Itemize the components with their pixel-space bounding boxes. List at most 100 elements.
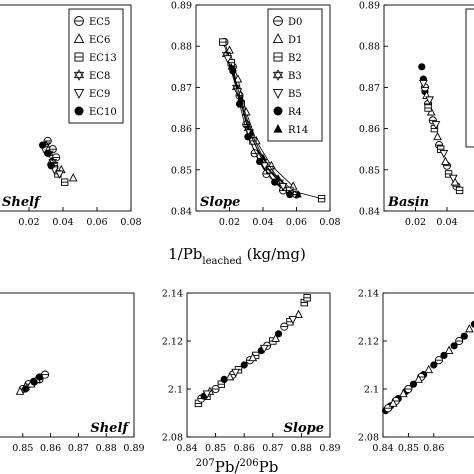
data-point bbox=[430, 361, 438, 369]
series-group-4 bbox=[424, 104, 464, 195]
marker-triangle bbox=[398, 388, 408, 398]
data-point bbox=[450, 342, 458, 350]
marker-star-down bbox=[73, 71, 85, 81]
legend-marker bbox=[74, 106, 84, 116]
data-point bbox=[39, 141, 47, 149]
x-tick-label: 0.02 bbox=[219, 217, 240, 228]
marker-triangle-down bbox=[223, 55, 233, 64]
data-point bbox=[274, 330, 283, 338]
y-tick-label: 0.87 bbox=[171, 83, 192, 94]
data-point bbox=[225, 372, 235, 381]
marker-filled-circle bbox=[430, 361, 438, 369]
y-tick-label: 2.12 bbox=[162, 337, 183, 348]
data-point bbox=[47, 162, 55, 170]
data-point bbox=[211, 384, 220, 394]
x-tick-label: 0.06 bbox=[86, 217, 107, 228]
panel-title: Shelf bbox=[2, 195, 42, 210]
data-point bbox=[455, 186, 464, 195]
marker-triangle-down bbox=[259, 344, 269, 354]
series-R14 bbox=[227, 62, 302, 198]
legend-label: EC9 bbox=[89, 89, 110, 100]
data-point bbox=[470, 320, 474, 328]
marker-triangle bbox=[388, 398, 398, 407]
data-point bbox=[259, 153, 267, 161]
data-point bbox=[219, 38, 227, 46]
data-point bbox=[40, 370, 50, 379]
panel-title: Basin bbox=[387, 195, 429, 210]
legend-label: EC5 bbox=[89, 17, 110, 28]
data-point bbox=[398, 388, 408, 398]
marker-triangle bbox=[73, 33, 85, 44]
marker-filled-circle bbox=[21, 385, 30, 393]
marker-triangle-down bbox=[55, 170, 64, 179]
data-point bbox=[15, 386, 25, 395]
marker-star-down bbox=[272, 71, 284, 81]
x-tick-label: 0.02 bbox=[18, 217, 39, 228]
x-tick-label: 0.87 bbox=[68, 443, 89, 454]
legend-marker bbox=[273, 124, 283, 133]
y-tick-label: 2.08 bbox=[162, 433, 183, 444]
y-tick-label: 0.84 bbox=[359, 207, 380, 218]
x-tick-label: 0.04 bbox=[52, 217, 73, 228]
legend-marker bbox=[74, 52, 84, 62]
data-point bbox=[419, 79, 428, 89]
legend-marker bbox=[273, 106, 283, 116]
data-point bbox=[460, 332, 468, 340]
legend-marker bbox=[74, 16, 84, 26]
data-point bbox=[271, 333, 281, 342]
data-point bbox=[233, 74, 243, 83]
marker-triangle bbox=[441, 156, 450, 165]
x-tick-label: 0.86 bbox=[40, 443, 61, 454]
data-point bbox=[55, 170, 64, 179]
data-point bbox=[227, 62, 235, 70]
x-tick-label: 0.08 bbox=[120, 217, 141, 228]
legend-box bbox=[68, 8, 124, 124]
y-tick-label: 0.85 bbox=[359, 165, 380, 176]
y-tick-label: 2.14 bbox=[162, 289, 183, 300]
x-tick-label: 0.04 bbox=[252, 217, 273, 228]
legend-label: EC10 bbox=[89, 107, 117, 118]
marker-triangle bbox=[414, 374, 423, 383]
x-tick-label: 0.86 bbox=[234, 443, 255, 454]
panel-2: 0.02 0.04 0.06 0.08 0.84 0.85 0.86 0.87 0.88 0.89… bbox=[171, 1, 341, 229]
data-point bbox=[448, 174, 458, 183]
x-tick-label: 0.88 bbox=[291, 443, 312, 454]
legend-box-clipped bbox=[465, 8, 474, 148]
bottom-row-xlabel: 207Pb/206Pb bbox=[196, 458, 279, 474]
data-point bbox=[220, 375, 228, 383]
data-point bbox=[303, 294, 311, 302]
legend-marker bbox=[73, 69, 85, 81]
series-group-3 bbox=[200, 330, 283, 400]
marker-triangle-down bbox=[448, 174, 458, 183]
y-tick-label: 0.86 bbox=[171, 124, 192, 135]
legend-label: D1 bbox=[288, 35, 302, 46]
data-point bbox=[294, 190, 302, 198]
marker-triangle-down bbox=[439, 149, 449, 159]
marker-triangle bbox=[68, 173, 78, 182]
marker-filled-circle bbox=[240, 361, 248, 369]
data-point bbox=[30, 378, 38, 386]
marker-triangle-down bbox=[73, 88, 85, 99]
panel-3: 0.02 0.04 0.84 0.85 0.86 0.87 0.88 0.89 Basin bbox=[359, 1, 474, 228]
marker-triangle-down bbox=[278, 182, 288, 192]
marker-filled-triangle bbox=[273, 124, 283, 133]
marker-triangle-down bbox=[272, 88, 284, 99]
x-tick-label: 0.89 bbox=[123, 443, 144, 454]
data-point bbox=[278, 182, 288, 192]
legend-label: B2 bbox=[288, 53, 302, 64]
marker-filled-circle bbox=[418, 63, 426, 71]
y-tick-label: 2.14 bbox=[358, 289, 379, 300]
legend-marker bbox=[73, 88, 85, 99]
data-point bbox=[317, 194, 326, 203]
legend-label: EC13 bbox=[89, 53, 117, 64]
data-point bbox=[68, 173, 78, 182]
y-tick-label: 0.86 bbox=[359, 124, 380, 135]
legend-marker bbox=[272, 69, 284, 81]
data-point bbox=[231, 368, 240, 378]
y-tick-label: 0.88 bbox=[171, 42, 192, 53]
marker-triangle bbox=[225, 372, 235, 381]
panel-5: 0.84 0.85 0.86 0.87 0.88 0.89 2.08 2.1 2.12 2.14 S… bbox=[162, 289, 341, 455]
data-point bbox=[414, 374, 423, 383]
data-point bbox=[61, 178, 69, 186]
y-tick-label: 0.89 bbox=[359, 1, 380, 12]
